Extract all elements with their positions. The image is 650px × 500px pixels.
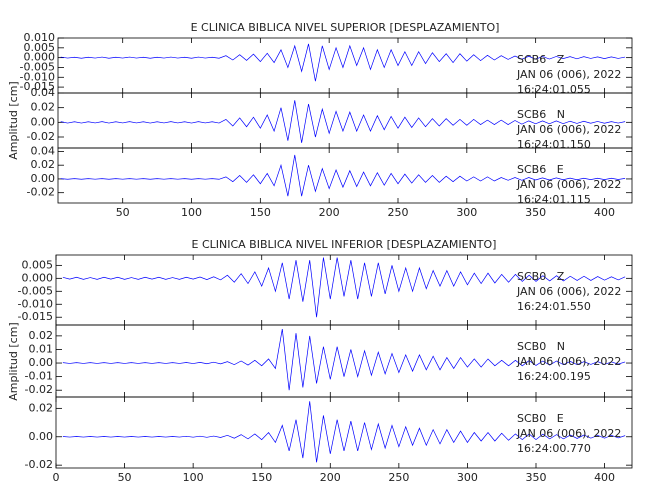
x-tick-label: 100 (181, 206, 202, 219)
waveform (62, 257, 626, 318)
date-label: JAN 06 (006), 2022 (516, 355, 621, 368)
station-label: SCB6 Z (517, 53, 565, 66)
time-label: 16:24:01.150 (517, 138, 591, 151)
date-label: JAN 06 (006), 2022 (516, 68, 621, 81)
chart-title: E CLINICA BIBLICA NIVEL SUPERIOR [DESPLA… (191, 21, 500, 34)
x-tick-label: 400 (594, 471, 615, 484)
y-tick-label: 0.04 (31, 144, 56, 157)
x-tick-label: 50 (118, 471, 132, 484)
x-tick-label: 0 (53, 471, 60, 484)
y-tick-label: -0.02 (25, 458, 53, 471)
x-tick-label: 200 (319, 206, 340, 219)
station-label: SCB0 Z (517, 270, 565, 283)
y-tick-label: -0.010 (20, 70, 55, 83)
y-tick-label: 0.04 (31, 86, 56, 99)
y-tick-label: -0.015 (20, 80, 55, 93)
station-label: SCB0 N (517, 340, 565, 353)
station-label: SCB6 N (517, 108, 565, 121)
y-tick-label: -0.005 (18, 284, 53, 297)
x-tick-label: 200 (320, 471, 341, 484)
y-axis-label: Amplitud [cm] (7, 81, 20, 159)
y-tick-label: 0.000 (22, 271, 54, 284)
x-tick-label: 300 (456, 206, 477, 219)
y-tick-label: 0.02 (31, 101, 56, 114)
y-tick-label: 0.00 (31, 172, 56, 185)
date-label: JAN 06 (006), 2022 (516, 123, 621, 136)
chart-title: E CLINICA BIBLICA NIVEL INFERIOR [DESPLA… (192, 238, 497, 251)
y-tick-label: 0.02 (29, 329, 54, 342)
panel-frame (55, 396, 633, 469)
y-tick-label: -0.005 (20, 60, 55, 73)
y-axis-label: Amplitud [cm] (7, 322, 20, 400)
waveform (62, 401, 626, 463)
y-tick-label: 0.00 (31, 115, 56, 128)
y-tick-label: 0.02 (29, 401, 54, 414)
x-tick-label: 300 (457, 471, 478, 484)
panel-frame (57, 147, 633, 204)
date-label: JAN 06 (006), 2022 (516, 178, 621, 191)
date-label: JAN 06 (006), 2022 (516, 285, 621, 298)
y-tick-label: 0.005 (22, 258, 54, 271)
x-tick-label: 350 (525, 206, 546, 219)
y-tick-label: -0.01 (25, 370, 53, 383)
x-tick-label: 250 (388, 471, 409, 484)
time-label: 16:24:00.195 (517, 370, 591, 383)
time-label: 16:24:00.770 (517, 442, 591, 455)
station-label: SCB6 E (517, 163, 564, 176)
x-tick-label: 350 (526, 471, 547, 484)
y-tick-label: 0.005 (24, 41, 56, 54)
y-tick-label: -0.02 (27, 130, 55, 143)
time-label: 16:24:01.055 (517, 83, 591, 96)
x-tick-label: 400 (594, 206, 615, 219)
waveform (60, 43, 626, 82)
y-tick-label: 0.010 (24, 31, 56, 44)
station-label: SCB0 E (517, 412, 564, 425)
y-tick-label: 0.01 (29, 342, 54, 355)
time-label: 16:24:01.550 (517, 300, 591, 313)
y-tick-label: 0.02 (31, 158, 56, 171)
x-tick-label: 250 (387, 206, 408, 219)
date-label: JAN 06 (006), 2022 (516, 427, 621, 440)
waveform (62, 329, 626, 391)
y-tick-label: 0.000 (24, 51, 56, 64)
y-tick-label: -0.02 (25, 383, 53, 396)
y-tick-label: -0.015 (18, 310, 53, 323)
waveform (60, 154, 626, 197)
y-tick-label: 0.00 (29, 356, 54, 369)
y-tick-label: -0.010 (18, 297, 53, 310)
x-tick-label: 150 (251, 471, 272, 484)
y-tick-label: 0.00 (29, 430, 54, 443)
x-tick-label: 50 (116, 206, 130, 219)
waveform (60, 100, 626, 143)
y-tick-label: -0.02 (27, 186, 55, 199)
time-label: 16:24:01.115 (517, 193, 591, 206)
x-tick-label: 100 (183, 471, 204, 484)
x-tick-label: 150 (250, 206, 271, 219)
